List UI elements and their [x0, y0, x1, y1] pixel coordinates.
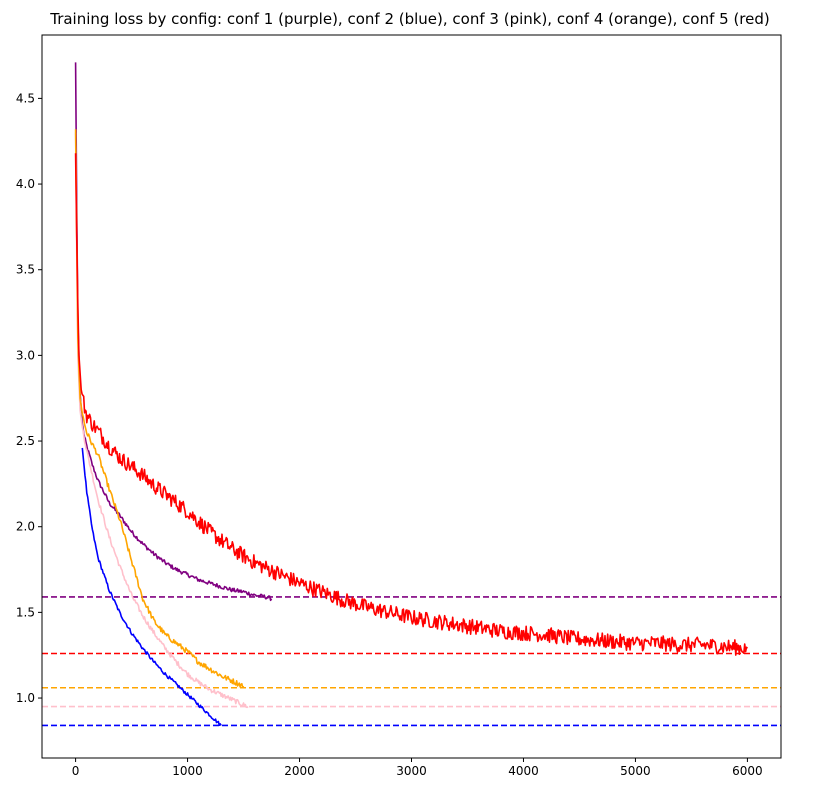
x-tick-label: 4000 — [508, 764, 539, 778]
y-tick-label: 3.0 — [16, 348, 35, 362]
y-tick-label: 1.5 — [16, 605, 35, 619]
series-line-2 — [81, 447, 222, 727]
series-lines — [74, 62, 749, 727]
y-tick-label: 4.0 — [16, 177, 35, 191]
series-line-5 — [74, 153, 749, 656]
chart-title: Training loss by config: conf 1 (purple)… — [49, 10, 770, 28]
x-tick-label: 2000 — [284, 764, 315, 778]
series-line-4 — [74, 129, 245, 689]
y-tick-label: 4.5 — [16, 91, 35, 105]
y-tick-label: 1.0 — [16, 691, 35, 705]
y-tick-label: 3.5 — [16, 263, 35, 277]
x-tick-label: 6000 — [732, 764, 763, 778]
x-tick-label: 0 — [72, 764, 80, 778]
x-tick-label: 5000 — [620, 764, 651, 778]
series-line-3 — [74, 132, 249, 709]
x-tick-label: 1000 — [172, 764, 203, 778]
series-line-1 — [74, 62, 273, 602]
y-tick-label: 2.5 — [16, 434, 35, 448]
x-tick-label: 3000 — [396, 764, 427, 778]
reference-lines — [42, 596, 781, 727]
x-axis: 0 1000 2000 3000 4000 5000 6000 — [72, 758, 763, 778]
y-tick-label: 2.0 — [16, 520, 35, 534]
y-axis: 1.0 1.5 2.0 2.5 3.0 3.5 4.0 4.5 — [16, 91, 42, 705]
